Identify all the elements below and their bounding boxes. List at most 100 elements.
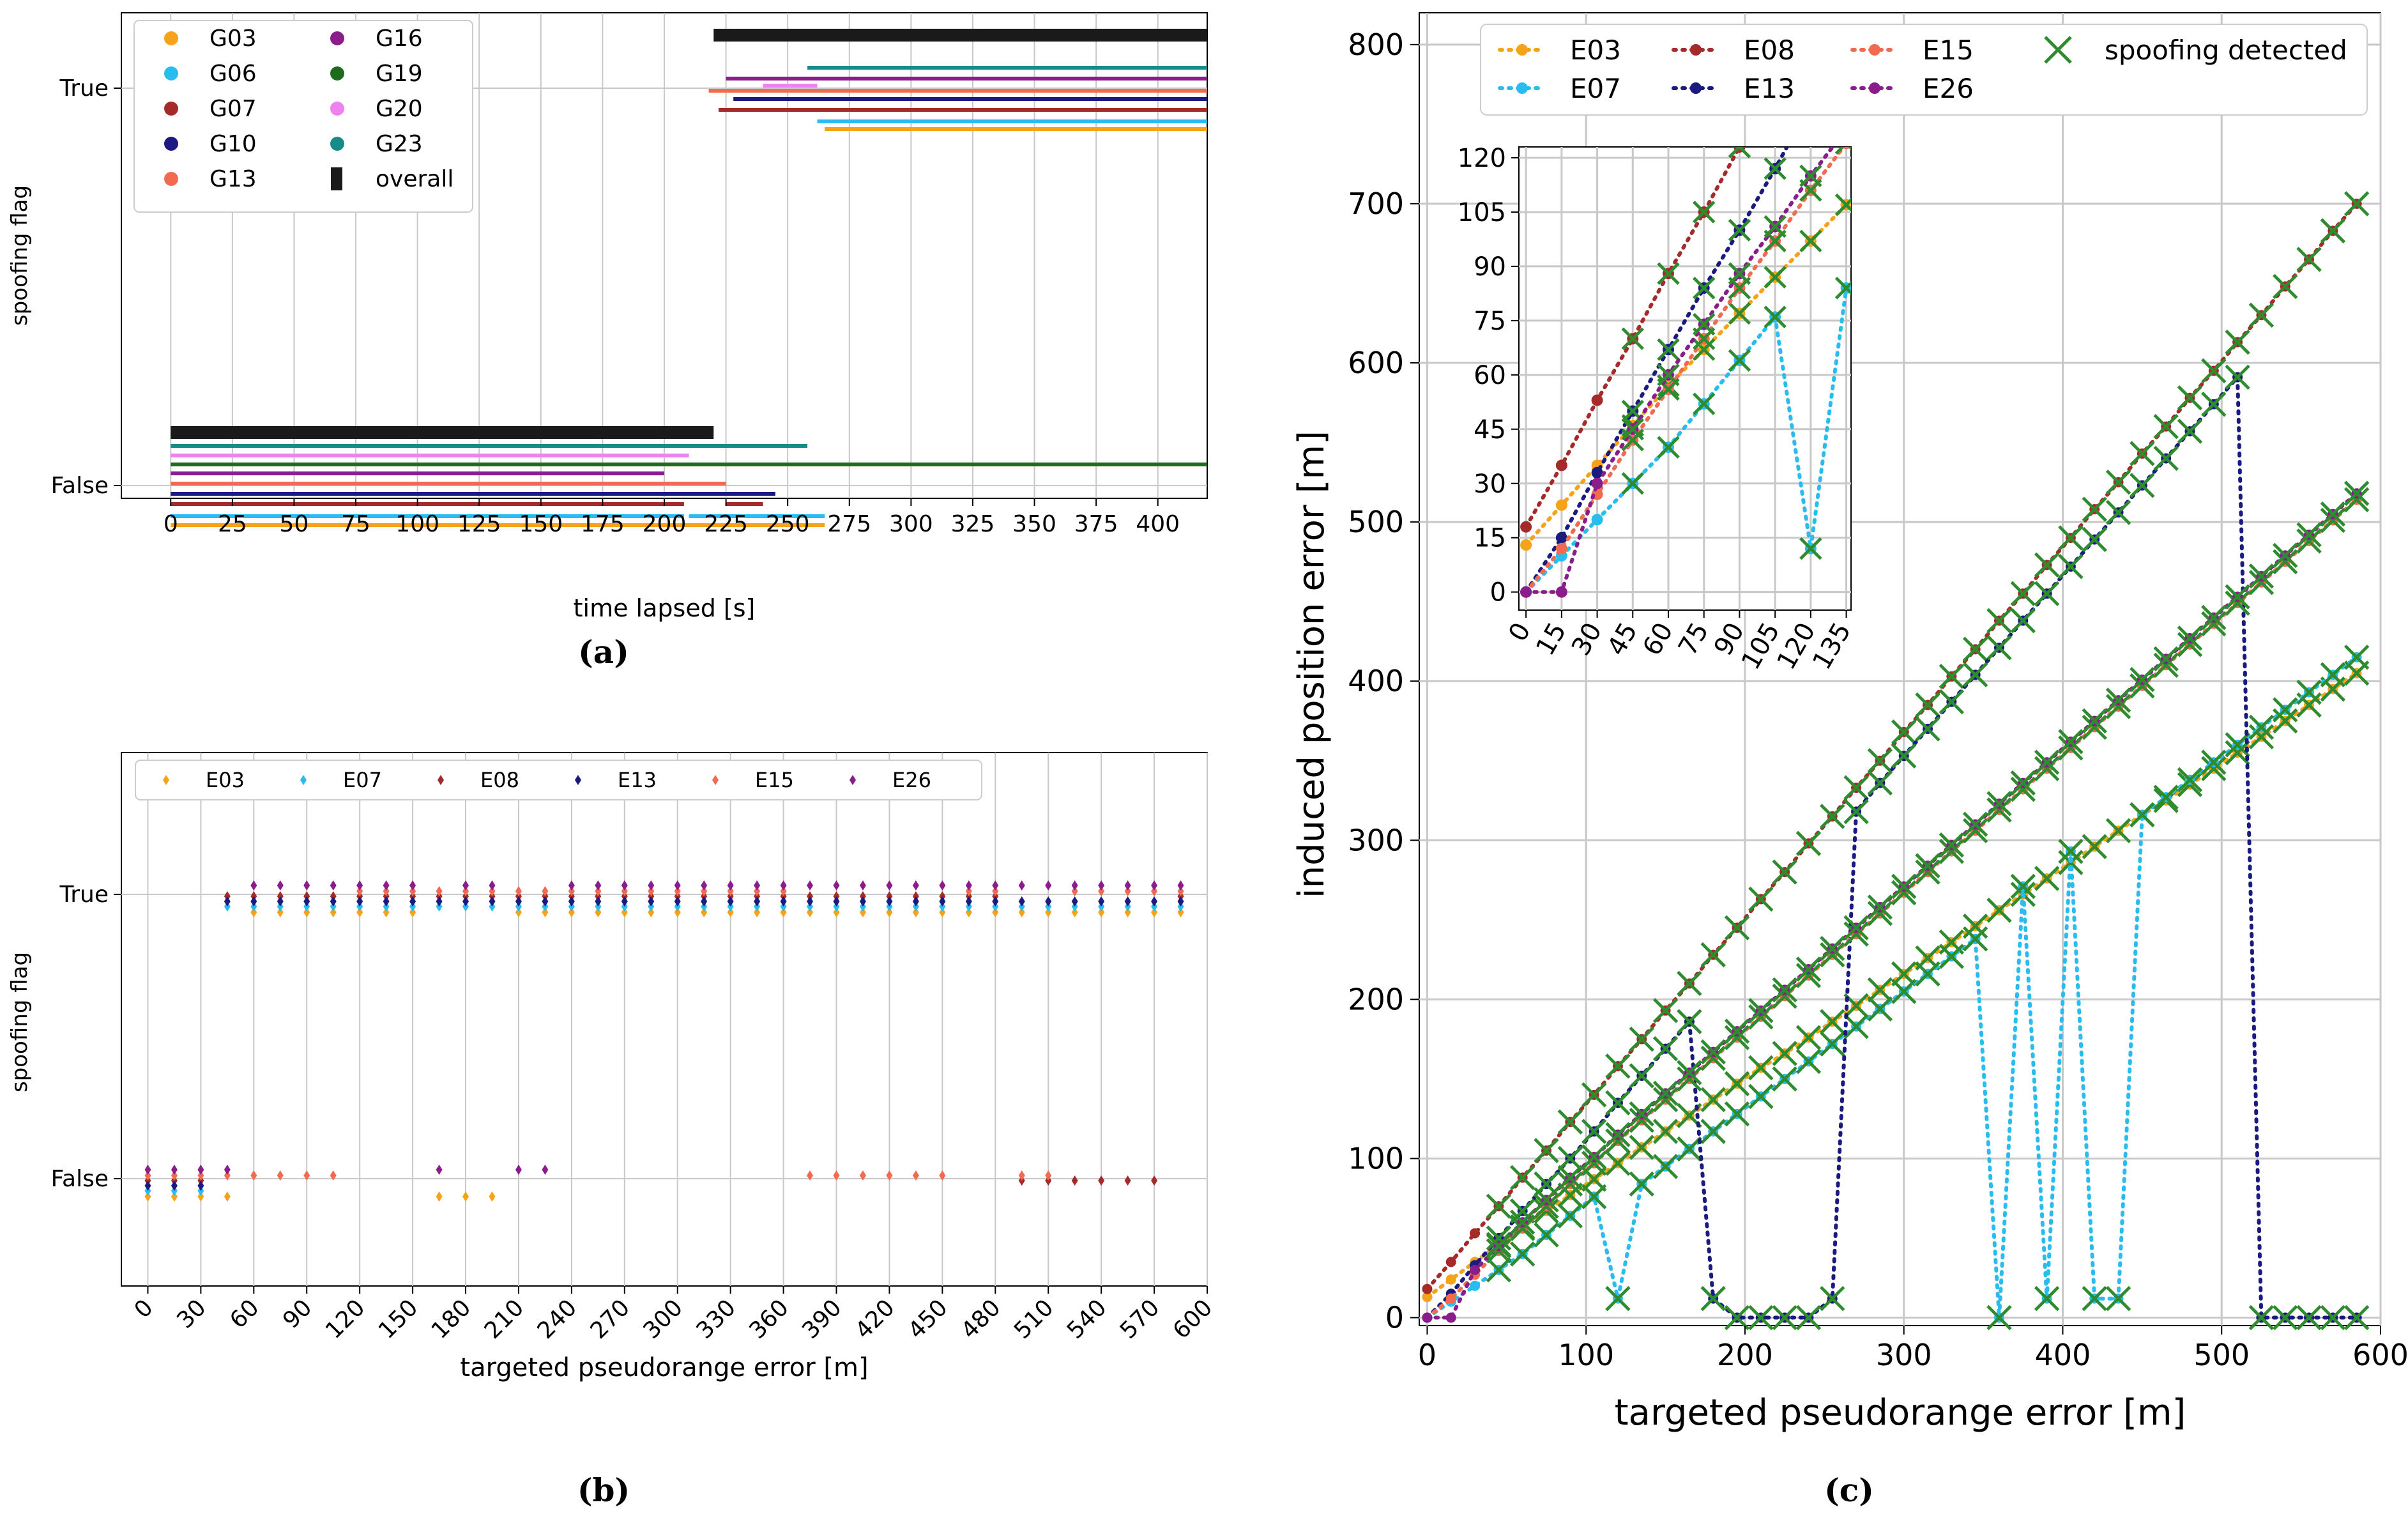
mark-E13-420 [886,896,893,907]
x-tick-label: 30 [172,1294,211,1333]
spoof-E26-285 [1867,894,1893,920]
mark-E03-210 [515,907,522,917]
spoof-E15-300 [1891,880,1917,906]
spoof-E15-525 [2248,570,2275,595]
mark-G20-false-0 [171,454,689,457]
panel-a-ticks: 0 25 50 75 100 125 150 175 200 225 250 275 300 325 350… [51,75,1180,537]
mark-E03-420 [886,907,893,917]
spoof-E13-240 [1795,1305,1822,1331]
spoof-E26-480 [2177,625,2203,651]
mark-E13-540 [1098,896,1105,907]
spoof-E26-420 [2082,708,2107,734]
point-E07-30 [1470,1280,1481,1291]
spoof-E13-345 [1962,662,1988,687]
y-tick-label: False [51,1166,109,1192]
mark-E26-570 [1151,880,1158,891]
spoof-E13-450 [2130,473,2155,498]
mark-E15-420 [886,1170,893,1181]
y-tick-label: 500 [1348,505,1404,539]
mark-E26-150 [409,880,416,891]
spoof-E15-330 [1939,839,1965,864]
spoof-E13-60 [1509,1198,1535,1224]
spoof-E07-375 [2010,873,2036,899]
legend-label-E03: E03 [206,768,245,792]
spoof-E13-435 [2105,500,2131,525]
legend-marker-E13 [575,775,581,785]
spoof-E07-180 [1700,1119,1726,1144]
spoof-E07-45 [1486,1257,1512,1283]
mark-E15-300 [674,886,681,896]
mark-E26-300 [674,880,681,891]
spoof-E08-360 [1986,608,2012,634]
mark-E15-0 [144,1170,151,1181]
panel-b-grid [121,753,1208,1286]
spoof-E15-255 [1820,942,1845,968]
spoof-E26-75 [1534,1187,1559,1213]
legend-label-G16: G16 [376,26,423,52]
mark-E13-585 [1177,896,1184,907]
spoof-E03-345 [1962,914,1988,939]
x-tick-label: 400 [2035,1338,2091,1372]
spoof-E03-150 [1652,1119,1679,1144]
x-tick-label: 210 [480,1294,530,1344]
x-tick-label: 100 [1558,1338,1614,1372]
spoof-E15-360 [1986,797,2012,823]
mark-E13-75 [277,896,284,907]
mark-E13-150 [409,896,416,907]
inset-line-E15 [1524,147,1847,594]
mark-E03-30 [197,1191,204,1202]
spoof-E13-375 [2010,608,2036,634]
spoof-E15-465 [2153,652,2179,678]
panel-b-marks [144,880,1184,1202]
mark-E03-165 [436,1191,443,1202]
x-tick-label: 570 [1115,1294,1165,1344]
spoof-E15-435 [2105,694,2131,719]
spoof-E03-285 [1867,977,1893,1003]
spoof-E15-375 [2010,776,2036,802]
spoof-E13-285 [1867,770,1893,796]
inset-spoof-E07-45 [1621,472,1644,495]
line-E08 [1425,201,2359,1291]
panel-a-legend: G03 G06 G07 G10 G13 G16 G19 G20 G23 overall [133,20,473,213]
mark-E26-525 [1071,880,1078,891]
panel-c-legend: E03 E07 E08 E13 E15 E26 spoofing detected [1480,24,2368,116]
inset-point-E08-30 [1591,394,1603,406]
mark-E15-75 [277,1170,284,1181]
panel-b: 0 30 60 90 120 150 180 210 240 270 300 330 360 390 420… [7,752,1217,1509]
spoof-E13-165 [1677,1009,1702,1034]
spoof-E26-105 [1581,1144,1607,1170]
spoof-E07-195 [1724,1101,1750,1127]
legend-label-E15: E15 [1923,34,1974,66]
mark-E03-195 [489,1191,496,1202]
mark-overall-true-0 [713,29,1207,42]
spoof-E13-105 [1581,1119,1607,1144]
y-tick-label: True [59,882,109,908]
mark-E26-540 [1098,880,1105,891]
mark-E13-240 [568,896,575,907]
inset-spoof-E07-105 [1764,305,1787,328]
mark-E03-0 [144,1191,151,1202]
spoof-E13-420 [2082,526,2107,553]
point-E08-0 [1422,1283,1433,1294]
spoof-E03-420 [2082,834,2107,859]
mark-E03-225 [542,907,549,917]
mark-E13-390 [833,896,840,907]
inset-point-E26-15 [1555,586,1567,598]
mark-E15-570 [1151,886,1158,896]
spoof-E08-420 [2082,496,2107,522]
mark-E13-570 [1151,896,1158,907]
spoof-E08-90 [1557,1109,1583,1135]
legend-marker-E07 [300,775,307,785]
panel-c-ticks: 0 100 200 300 400 500 600010020030040050060070… [1348,27,2408,1372]
inset-spoof-E26-60 [1657,364,1680,386]
x-tick-label: 0 [130,1294,158,1323]
spoof-E08-195 [1724,915,1750,940]
x-tick-label: 175 [581,511,625,537]
legend-marker-G20 [330,102,344,116]
legend-marker-E13 [1690,82,1702,94]
x-tick-label: 300 [639,1294,689,1344]
inset-y-tick-label: 0 [1490,578,1506,608]
mark-E13-105 [330,896,337,907]
inset-point-E08-0 [1520,521,1532,533]
legend-marker-G10 [164,137,178,151]
